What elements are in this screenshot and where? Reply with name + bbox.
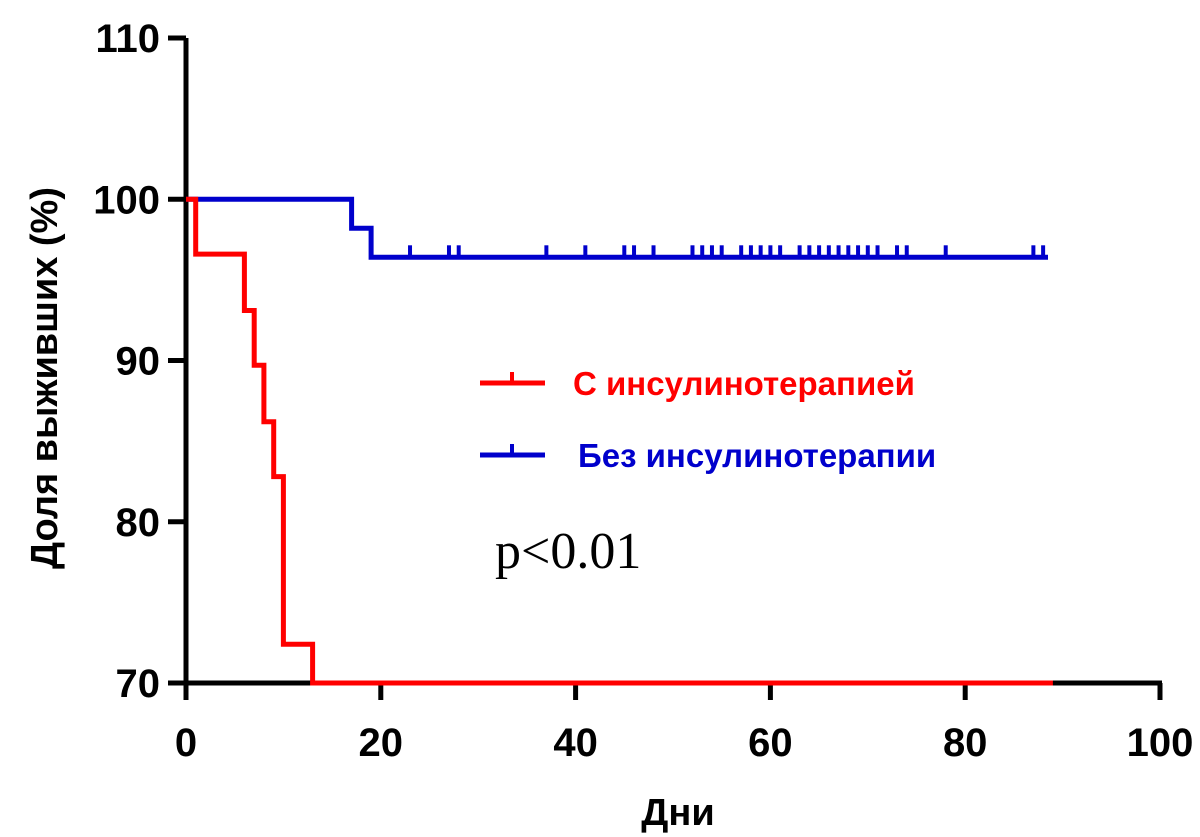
series-line-no-insulin [186,196,1048,260]
series-line-insulin [186,196,1053,686]
x-tick-label: 40 [553,721,598,765]
axes [183,38,1162,686]
y-tick-label: 100 [93,178,160,222]
legend: С инсулинотерапией Без инсулинотерапии [480,365,936,474]
y-tick-label: 90 [116,340,161,384]
y-axis-title: Доля выживших (%) [24,187,66,569]
legend-label-insulin: С инсулинотерапией [573,365,915,402]
legend-label-no-insulin: Без инсулинотерапии [578,437,936,474]
series-layer [186,196,1053,686]
x-tick-label: 20 [359,721,404,765]
y-tick-label: 70 [116,662,161,706]
x-axis-title: Дни [641,792,714,834]
y-tick-label: 80 [116,501,161,545]
x-tick-label: 60 [748,721,793,765]
x-ticks: 0 20 40 60 80 100 [175,683,1194,765]
y-ticks: 70 80 90 100 110 [93,17,186,706]
y-tick-label: 110 [95,17,160,61]
x-tick-label: 80 [943,721,988,765]
x-tick-label: 100 [1127,721,1194,765]
p-value-annotation: p<0.01 [495,523,641,580]
x-tick-label: 0 [175,721,197,765]
